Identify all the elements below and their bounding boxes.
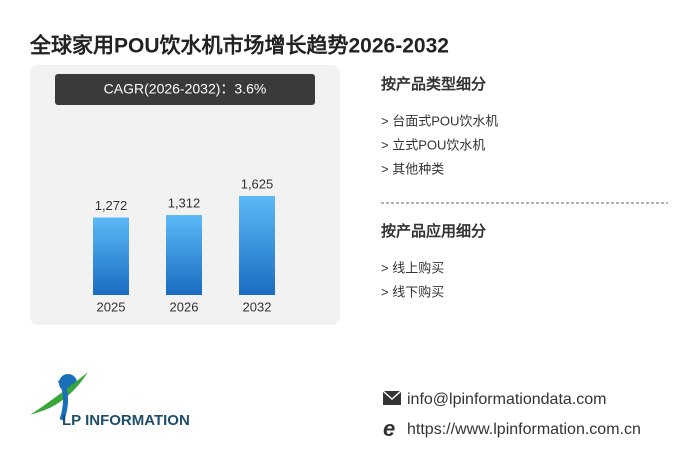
segment-item: > 立式POU饮水机 [381, 137, 485, 152]
website: https://www.lpinformation.com.cn [407, 421, 641, 438]
category-label: 2025 [97, 299, 126, 314]
cagr-label: CAGR(2026-2032)：3.6% [104, 81, 267, 97]
bar [239, 196, 275, 295]
email: info@lpinformationdata.com [407, 391, 606, 408]
web-icon: e [383, 416, 395, 441]
email-icon [382, 390, 402, 405]
logo-icon [30, 372, 88, 421]
segment-title: 按产品应用细分 [381, 222, 486, 240]
value-label: 1,625 [241, 176, 274, 191]
cagr-box [55, 74, 315, 105]
segment-item: > 其他种类 [381, 161, 444, 176]
logo-text: LP INFORMATION [62, 412, 190, 429]
bar [93, 217, 129, 295]
segment-title: 按产品类型细分 [381, 75, 486, 93]
segment-item: > 台面式POU饮水机 [381, 113, 498, 128]
bar [166, 215, 202, 295]
value-label: 1,312 [168, 196, 201, 211]
category-label: 2026 [170, 299, 199, 314]
category-label: 2032 [243, 299, 272, 314]
value-label: 1,272 [95, 198, 128, 213]
segment-item: > 线上购买 [381, 260, 444, 275]
segment-item: > 线下购买 [381, 284, 444, 299]
title: 全球家用POU饮水机市场增长趋势2026-2032 [29, 34, 449, 58]
